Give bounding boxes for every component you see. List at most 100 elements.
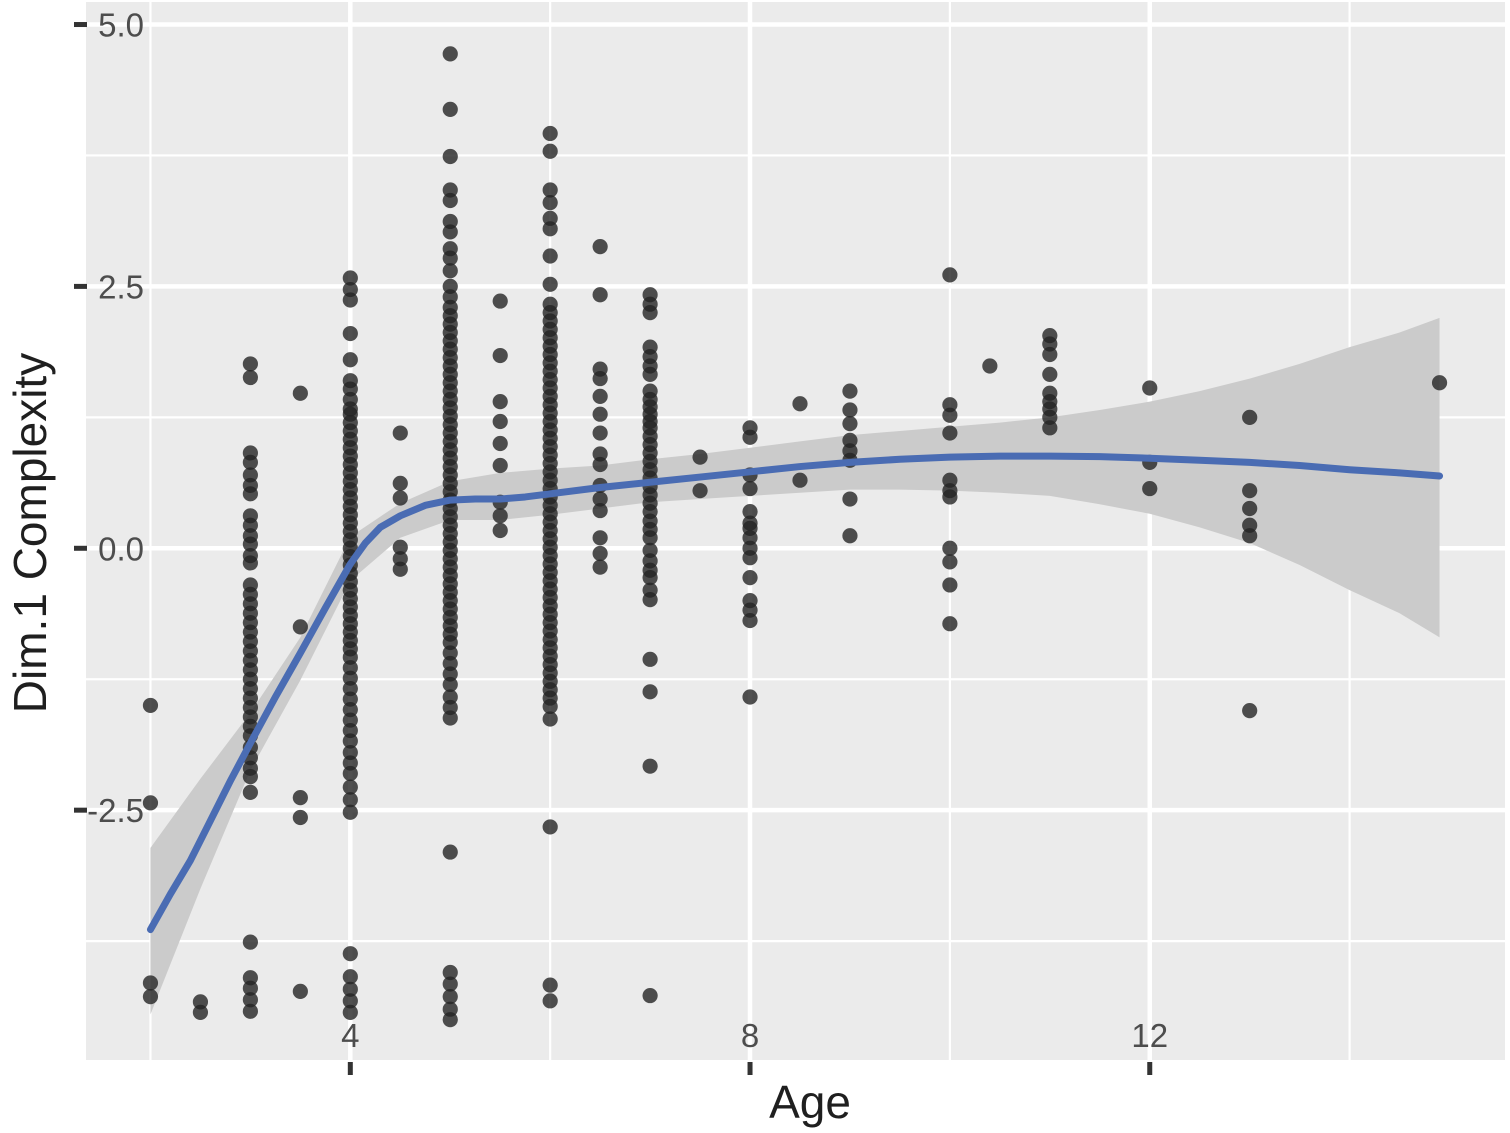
data-point	[792, 396, 808, 412]
data-point	[142, 989, 159, 1005]
data-point	[642, 758, 658, 774]
data-point	[242, 486, 258, 502]
data-point	[442, 250, 458, 266]
data-point	[1042, 366, 1058, 382]
data-point	[242, 970, 258, 986]
data-point	[592, 545, 608, 562]
data-point	[542, 221, 558, 237]
data-point	[1042, 409, 1058, 425]
data-point	[1242, 500, 1258, 517]
smooth-line	[146, 452, 1444, 934]
data-point	[242, 369, 258, 386]
x-tick-label: 4	[341, 1017, 359, 1054]
x-tick-label: 8	[741, 1017, 759, 1054]
data-point	[392, 425, 408, 441]
data-point	[342, 755, 358, 771]
data-point	[742, 602, 758, 618]
data-point	[242, 517, 258, 533]
data-point	[442, 645, 458, 661]
data-point	[492, 522, 508, 539]
data-point	[442, 699, 458, 716]
data-point	[342, 281, 358, 298]
data-point	[342, 1004, 358, 1020]
data-point	[592, 491, 608, 507]
data-point	[342, 270, 358, 286]
data-point	[342, 691, 358, 707]
data-point	[642, 530, 658, 546]
data-point	[542, 210, 558, 226]
data-point	[242, 555, 258, 571]
data-point	[1431, 375, 1448, 391]
data-point	[342, 292, 358, 308]
data-point	[492, 293, 508, 309]
data-point	[242, 980, 258, 996]
y-tick-label: 5.0	[98, 7, 144, 44]
data-point	[942, 407, 958, 423]
data-point	[592, 559, 608, 575]
data-point	[592, 456, 608, 473]
x-tick-label: 12	[1131, 1017, 1168, 1054]
data-point	[492, 457, 508, 474]
data-point	[142, 975, 159, 991]
data-point	[842, 432, 858, 448]
data-point	[1242, 517, 1258, 533]
data-point	[242, 934, 258, 950]
data-point	[342, 779, 358, 795]
data-point	[342, 804, 358, 820]
data-point	[592, 370, 608, 387]
data-point	[742, 429, 758, 445]
data-point	[742, 530, 758, 546]
data-point	[1042, 336, 1058, 352]
data-point	[842, 528, 858, 544]
data-point	[492, 508, 508, 524]
data-point	[442, 148, 458, 165]
data-point	[242, 769, 258, 785]
data-point	[742, 570, 758, 586]
data-point	[442, 263, 458, 279]
data-point	[342, 765, 358, 782]
data-point	[442, 655, 458, 672]
data-point	[442, 192, 458, 209]
y-tick-label: 2.5	[98, 268, 144, 305]
data-point	[492, 347, 508, 364]
data-point	[942, 554, 958, 570]
data-point	[442, 101, 458, 117]
y-tick-label: 0.0	[98, 530, 144, 567]
data-point	[742, 550, 758, 566]
data-point	[592, 388, 608, 404]
data-point	[192, 1004, 209, 1020]
data-point	[392, 475, 408, 491]
data-point	[592, 406, 608, 422]
data-point	[642, 592, 658, 608]
data-point	[542, 248, 558, 264]
data-point	[642, 366, 658, 382]
data-point	[242, 536, 258, 552]
data-point	[242, 992, 258, 1008]
data-point	[342, 946, 358, 962]
data-point	[692, 449, 708, 465]
data-point	[342, 702, 358, 718]
data-point	[742, 612, 758, 629]
data-point	[592, 530, 608, 546]
data-point	[542, 143, 558, 159]
data-point	[942, 616, 958, 632]
confidence-ribbon	[150, 317, 1440, 1015]
data-point	[942, 397, 958, 413]
data-point	[542, 993, 558, 1009]
data-point	[442, 844, 458, 860]
data-point	[542, 711, 558, 727]
data-point	[442, 964, 458, 981]
data-point	[742, 504, 758, 520]
data-point	[392, 490, 408, 506]
data-point	[642, 542, 658, 558]
data-point	[542, 125, 558, 142]
data-point	[842, 402, 858, 418]
data-point	[492, 394, 508, 410]
data-point	[142, 697, 159, 714]
data-point	[542, 977, 558, 993]
data-point	[342, 792, 358, 808]
data-point	[592, 502, 608, 519]
data-point	[342, 681, 358, 697]
data-point	[442, 676, 458, 693]
data-point	[342, 670, 358, 686]
